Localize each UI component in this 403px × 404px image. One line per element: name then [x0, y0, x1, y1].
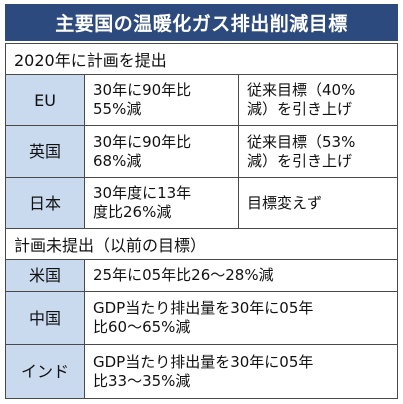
table-row-india: インド GDP当たり排出量を30年に05年 比33〜35%減 [6, 345, 397, 398]
country-cell: 日本 [6, 178, 85, 228]
target-cell: 30年に90年比 68%減 [85, 126, 239, 177]
country-cell: インド [6, 345, 85, 398]
table-row-china: 中国 GDP当たり排出量を30年に05年 比60〜65%減 [6, 292, 397, 345]
country-cell: 英国 [6, 126, 85, 177]
target-cell: 30年度に13年 度比26%減 [85, 178, 239, 228]
previous-target-cell: 目標変えず [247, 193, 323, 212]
previous-target-cell: 従来目標（53% 減）を引き上げ [247, 132, 356, 170]
country-cell: 米国 [6, 260, 85, 291]
country-cell: 中国 [6, 292, 85, 344]
previous-target-cell: 従来目標（40% 減）を引き上げ [247, 81, 356, 118]
target-cell: 30年に90年比 55%減 [85, 75, 239, 125]
section-header-not-submitted: 計画未提出（以前の目標） [6, 229, 397, 260]
table-title: 主要国の温暖化ガス排出削減目標 [5, 4, 398, 41]
table-frame [5, 43, 398, 399]
section-header-submitted: 2020年に計画を提出 [6, 44, 397, 75]
target-cell: GDP当たり排出量を30年に05年 比33〜35%減 [93, 352, 314, 390]
target-cell: GDP当たり排出量を30年に05年 比60〜65%減 [93, 299, 314, 336]
table-row-us: 米国 25年に05年比26〜28%減 [6, 260, 397, 292]
table-row-eu: EU 30年に90年比 55%減 従来目標（40% 減）を引き上げ [6, 75, 397, 126]
country-cell: EU [6, 75, 85, 125]
table-row-japan: 日本 30年度に13年 度比26%減 目標変えず [6, 178, 397, 229]
table-row-uk: 英国 30年に90年比 68%減 従来目標（53% 減）を引き上げ [6, 126, 397, 178]
target-cell: 25年に05年比26〜28%減 [93, 266, 274, 284]
